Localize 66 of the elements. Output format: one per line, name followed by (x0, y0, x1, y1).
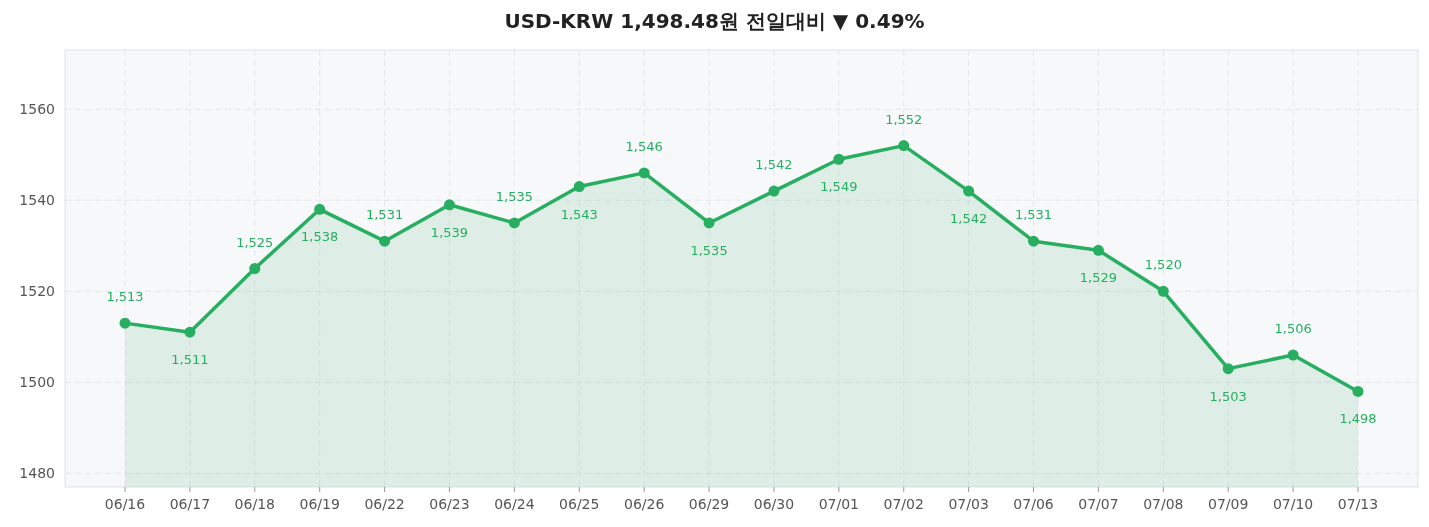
point (1028, 235, 1040, 247)
x-tick-label: 06/22 (364, 496, 405, 512)
x-tick-label: 07/10 (1272, 496, 1314, 512)
point (833, 153, 845, 165)
x-tick-label: 07/06 (1013, 496, 1054, 512)
point (638, 167, 650, 179)
data-label: 1,542 (755, 157, 793, 173)
x-tick-label: 06/30 (753, 496, 795, 512)
data-label: 1,529 (1079, 270, 1118, 286)
x-tick-label: 07/07 (1078, 496, 1119, 512)
point (898, 140, 910, 152)
x-tick-label: 06/25 (559, 496, 600, 512)
x-tick-label: 07/02 (883, 496, 924, 512)
x-tick-label: 06/17 (169, 496, 211, 512)
point (314, 203, 326, 215)
data-label: 1,498 (1339, 411, 1377, 427)
x-tick-label: 06/26 (623, 496, 665, 512)
x-tick-label: 07/13 (1337, 496, 1379, 512)
y-tick-label: 1480 (19, 465, 55, 482)
x-tick-label: 06/23 (429, 496, 470, 512)
point (963, 185, 975, 197)
x-tick-label: 07/01 (818, 496, 860, 512)
x-tick-label: 06/24 (494, 496, 535, 512)
point (573, 181, 585, 193)
point (768, 185, 780, 197)
data-label: 1,535 (495, 188, 533, 204)
x-tick-label: 06/29 (688, 496, 730, 512)
data-label: 1,542 (950, 211, 988, 227)
data-label: 1,513 (106, 289, 144, 305)
point (1222, 363, 1234, 375)
point (249, 263, 261, 274)
x-tick-label: 07/03 (948, 496, 989, 512)
y-tick-label: 1500 (19, 374, 55, 391)
y-tick-label: 1540 (19, 192, 55, 209)
point (703, 217, 715, 229)
data-label: 1,503 (1209, 388, 1247, 404)
point (184, 326, 196, 338)
point (1157, 285, 1169, 297)
data-label: 1,552 (885, 111, 923, 127)
data-label: 1,511 (171, 352, 209, 368)
y-tick-label: 1560 (19, 101, 55, 118)
y-tick-label: 1520 (19, 283, 55, 300)
x-tick-label: 06/18 (234, 496, 275, 512)
x-tick-label: 06/16 (104, 496, 146, 512)
data-label: 1,538 (301, 229, 339, 245)
x-tick-label: 07/09 (1208, 496, 1249, 512)
chart-title: USD-KRW 1,498.48원 전일대비 ▼ 0.49% (504, 9, 925, 33)
point (443, 199, 455, 211)
data-label: 1,531 (1014, 207, 1053, 223)
data-label: 1,549 (820, 179, 858, 195)
data-label: 1,520 (1144, 257, 1182, 273)
point (1092, 244, 1104, 256)
point (119, 317, 131, 329)
data-label: 1,543 (560, 206, 598, 222)
point (1352, 385, 1364, 397)
data-label: 1,525 (236, 234, 274, 250)
x-tick-label: 06/19 (299, 496, 340, 512)
data-label: 1,539 (430, 224, 469, 240)
data-label: 1,531 (365, 207, 404, 223)
data-label: 1,535 (690, 242, 728, 258)
point (379, 235, 391, 247)
data-label: 1,546 (625, 138, 663, 154)
point (508, 217, 520, 229)
x-tick-label: 07/08 (1143, 496, 1184, 512)
point (1287, 349, 1299, 361)
data-label: 1,506 (1274, 320, 1312, 336)
